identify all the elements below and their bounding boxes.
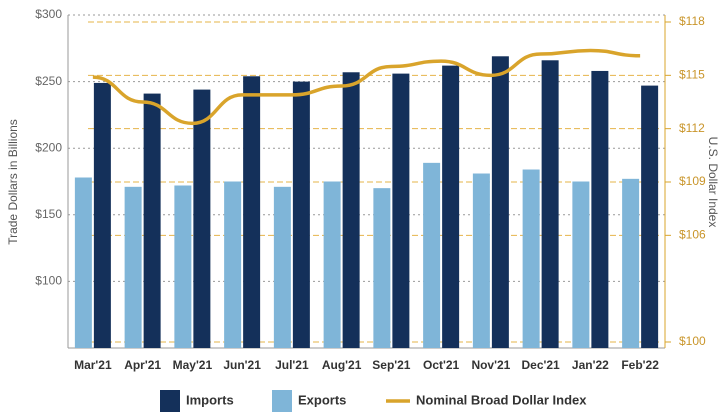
x-tick-label: Oct'21 [423, 358, 460, 372]
y2-tick-label: $112 [679, 121, 705, 135]
legend-swatch [272, 390, 292, 412]
bar [193, 89, 211, 348]
bar [472, 173, 490, 348]
bar [622, 178, 640, 348]
x-tick-label: Apr'21 [124, 358, 161, 372]
y-tick-label: $250 [35, 74, 62, 88]
bar [243, 76, 261, 348]
bar [423, 162, 441, 348]
bar [74, 177, 92, 348]
y-tick-label: $200 [35, 140, 62, 154]
y2-tick-label: $106 [679, 228, 706, 242]
bar [392, 73, 410, 348]
bar [373, 188, 391, 348]
bar [143, 93, 161, 348]
x-tick-label: Aug'21 [322, 358, 362, 372]
legend-label: Imports [186, 392, 234, 407]
bar [572, 181, 590, 348]
bar [541, 60, 559, 349]
bar [323, 181, 341, 348]
x-tick-label: Jul'21 [275, 358, 309, 372]
y-tick-label: $150 [35, 207, 62, 221]
y-axis-title: Trade Dollars in Billions [6, 119, 20, 245]
legend-label: Nominal Broad Dollar Index [416, 392, 587, 407]
bar [93, 82, 111, 348]
bar [224, 181, 242, 348]
bar [591, 70, 609, 348]
bar [342, 72, 360, 348]
x-tick-label: Nov'21 [471, 358, 510, 372]
bar [522, 169, 540, 348]
x-tick-label: Jan'22 [572, 358, 609, 372]
y2-tick-label: $115 [679, 68, 705, 82]
bar [641, 85, 659, 348]
bar [124, 186, 142, 348]
legend-label: Exports [298, 392, 346, 407]
bar [292, 81, 310, 348]
y-tick-label: $100 [35, 274, 62, 288]
y-tick-label: $300 [35, 7, 62, 21]
y2-tick-label: $118 [679, 14, 705, 28]
x-tick-label: Sep'21 [372, 358, 411, 372]
legend-swatch [160, 390, 180, 412]
x-tick-label: Dec'21 [522, 358, 561, 372]
x-tick-label: Jun'21 [223, 358, 261, 372]
bar [273, 186, 291, 348]
y2-tick-label: $100 [679, 334, 706, 348]
x-tick-label: Mar'21 [74, 358, 112, 372]
bar [174, 185, 192, 348]
x-tick-label: May'21 [173, 358, 213, 372]
x-tick-label: Feb'22 [621, 358, 659, 372]
bar [442, 65, 460, 348]
bar [491, 56, 509, 349]
y2-axis-title: U.S. Dollar Index [706, 137, 720, 228]
y2-tick-label: $109 [679, 174, 706, 188]
line [92, 48, 641, 126]
